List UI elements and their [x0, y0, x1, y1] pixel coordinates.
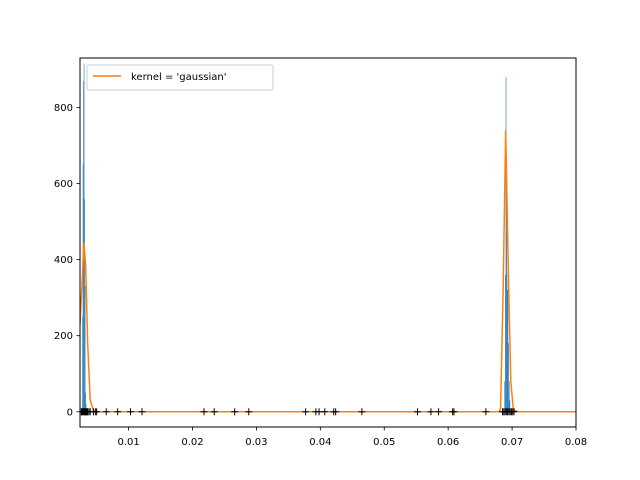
- rug-marker: [321, 408, 329, 416]
- histogram-bar: [508, 343, 509, 412]
- rug-marker: [245, 408, 253, 416]
- rug-marker: [210, 408, 218, 416]
- x-tick-label: 0.02: [181, 437, 203, 448]
- rug-marker: [413, 408, 421, 416]
- rug-marker: [200, 408, 208, 416]
- x-axis: 0.01 0.02 0.03 0.04 0.05 0.06 0.07 0.08: [117, 427, 587, 448]
- rug-marker: [302, 408, 310, 416]
- legend: kernel = 'gaussian': [86, 64, 274, 91]
- histogram-bar: [85, 392, 86, 412]
- histogram-bar: [82, 316, 83, 412]
- y-tick-label: 400: [54, 255, 73, 266]
- rug-marker: [332, 408, 340, 416]
- x-tick-label: 0.01: [117, 437, 139, 448]
- histogram-bar: [509, 400, 511, 412]
- histogram-bar: [83, 63, 85, 412]
- x-tick-label: 0.03: [245, 437, 267, 448]
- histogram-bar: [505, 274, 506, 412]
- x-tick-label: 0.06: [437, 437, 459, 448]
- legend-box: [86, 64, 274, 91]
- rug-marker: [427, 408, 435, 416]
- histogram-bar: [508, 381, 510, 412]
- y-tick-label: 0: [67, 407, 73, 418]
- histogram-bar: [84, 198, 85, 412]
- histogram-bar: [504, 381, 506, 412]
- rug-marker: [138, 408, 146, 416]
- histogram-bar: [85, 404, 87, 412]
- y-tick-label: 600: [54, 179, 73, 190]
- rug-marker: [126, 408, 134, 416]
- x-tick-label: 0.07: [501, 437, 523, 448]
- x-tick-label: 0.04: [309, 437, 331, 448]
- axes-frame: [79, 57, 577, 428]
- histogram-bar: [505, 77, 507, 412]
- rug-markers: [80, 408, 518, 416]
- rug-marker: [435, 408, 443, 416]
- plot-content: [80, 63, 576, 416]
- histogram-bar: [84, 286, 86, 412]
- kde-line: [80, 130, 576, 413]
- rug-marker: [102, 408, 110, 416]
- histogram-bar: [82, 164, 84, 412]
- histogram-bar: [506, 290, 508, 412]
- x-tick-label: 0.05: [373, 437, 395, 448]
- rug-marker: [93, 408, 101, 416]
- legend-label-kde: kernel = 'gaussian': [131, 72, 227, 83]
- histogram-bar: [507, 240, 509, 412]
- histogram-bar: [506, 183, 507, 412]
- rug-marker: [482, 408, 490, 416]
- rug-marker: [231, 408, 239, 416]
- y-tick-label: 200: [54, 331, 73, 342]
- rug-marker: [510, 408, 518, 416]
- rug-marker: [114, 408, 122, 416]
- y-axis: 0 200 400 600 800: [54, 103, 80, 418]
- rug-marker: [450, 408, 458, 416]
- x-tick-label: 0.08: [565, 437, 587, 448]
- y-tick-label: 800: [54, 103, 73, 114]
- rug-marker: [358, 408, 366, 416]
